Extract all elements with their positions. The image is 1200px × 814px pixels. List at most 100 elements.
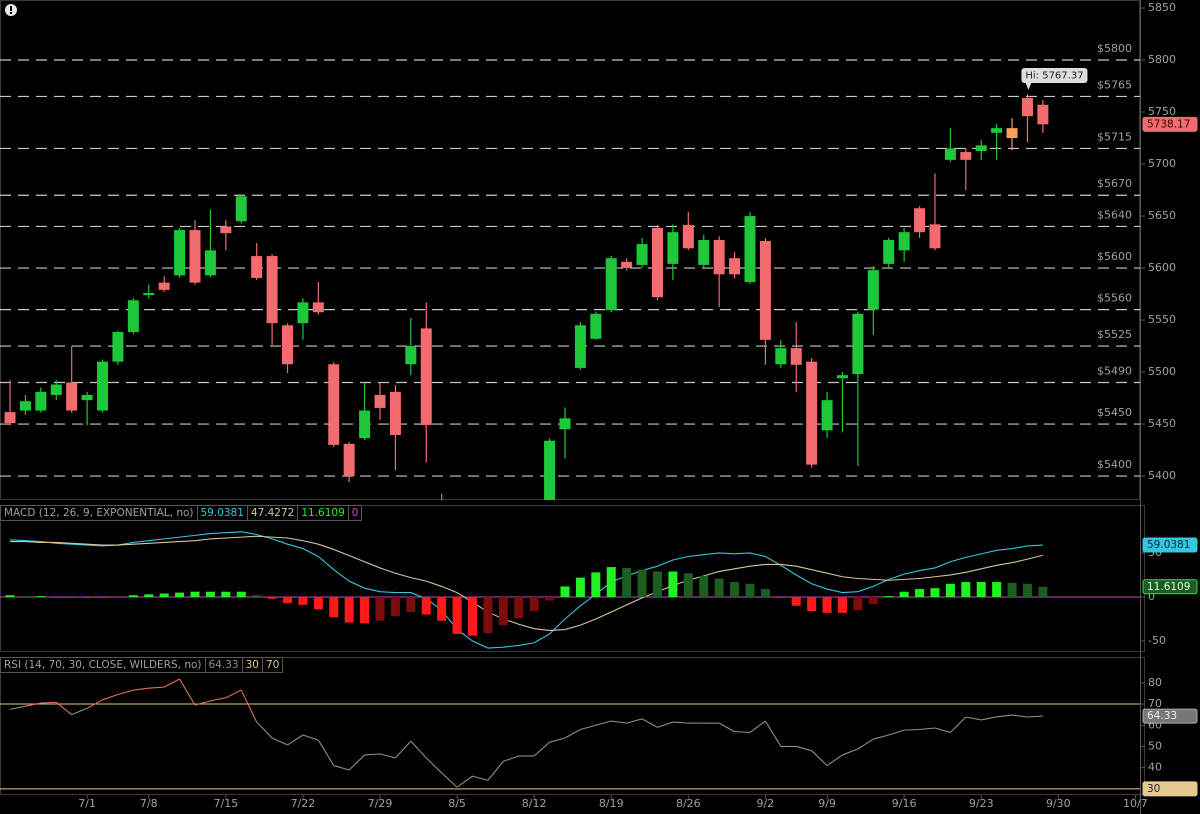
rsi-segment — [641, 718, 658, 728]
level-label: $5490 — [1097, 364, 1132, 377]
macd-diff: 11.6109 — [297, 505, 349, 521]
y-tick-label: 5600 — [1148, 261, 1176, 274]
x-tick-label: 9/16 — [892, 797, 917, 810]
diff-tag-box — [1142, 579, 1198, 595]
y-tick-label: 40 — [1148, 761, 1162, 774]
histogram-bar — [360, 596, 370, 624]
rsi-segment — [919, 727, 936, 731]
histogram-bar — [791, 596, 801, 606]
rsi-segment — [256, 721, 273, 739]
y-tick-label: 50 — [1148, 739, 1162, 752]
histogram-bar — [5, 595, 15, 597]
candle-body — [636, 244, 648, 265]
candle-body — [991, 128, 1003, 133]
candle-body — [405, 346, 417, 365]
histogram-bar — [20, 596, 30, 597]
rsi-marks — [0, 678, 1140, 790]
candle-body — [929, 224, 941, 249]
histogram-bar — [236, 591, 246, 597]
rsi-segment — [873, 734, 889, 740]
candle-body — [266, 256, 278, 324]
histogram-bar — [175, 592, 185, 597]
histogram-bar — [267, 596, 277, 599]
candle-body — [389, 391, 401, 435]
rsi-segment — [934, 727, 951, 733]
last-price-tag: 5738.17 — [1147, 118, 1190, 130]
rsi-segment — [965, 716, 982, 721]
level-label: $5800 — [1097, 42, 1132, 55]
histogram-bar — [190, 591, 200, 597]
histogram-bar — [884, 596, 894, 597]
x-tick-label: 8/26 — [676, 797, 701, 810]
histogram-bar — [1007, 582, 1017, 597]
histogram-bar — [452, 596, 462, 634]
candle-body — [235, 196, 247, 222]
rsi-segment — [672, 721, 689, 724]
y-tick-label: -50 — [1148, 634, 1166, 647]
histogram-bar — [144, 594, 154, 597]
histogram-bar — [283, 596, 293, 604]
macd-tag: 59.0381 — [1147, 539, 1190, 551]
rsi-segment — [949, 716, 967, 733]
candle-body — [729, 258, 741, 275]
histogram-bar — [853, 596, 863, 611]
rsi-segment — [718, 722, 735, 733]
alert-icon[interactable] — [5, 4, 17, 16]
histogram-bar — [868, 596, 878, 605]
histogram-bar — [498, 596, 508, 626]
rsi-segment — [333, 765, 350, 771]
labels: 5400 5450 5500 5550 5600 5650 5700 5750 5800 5850… — [78, 1, 1198, 810]
candle-body — [759, 241, 771, 340]
macd-title: MACD (12, 26, 9, EXPONENTIAL, no) — [0, 505, 198, 521]
candle-body — [174, 230, 186, 276]
rsi-segment — [40, 701, 57, 704]
candle-body — [343, 443, 355, 477]
candle-body — [19, 401, 31, 411]
diff-tag: 11.6109 — [1147, 581, 1190, 593]
candle-body — [574, 325, 586, 368]
rsi-title: RSI (14, 70, 30, CLOSE, WILDERS, no) — [0, 657, 206, 673]
rsi-segment — [472, 775, 489, 781]
y-tick-label: 5450 — [1148, 417, 1176, 430]
candle-body — [821, 400, 833, 431]
level-label: $5600 — [1097, 250, 1132, 263]
candle-body — [420, 328, 432, 426]
y-tick-label: 5650 — [1148, 209, 1176, 222]
histogram-bar — [298, 596, 308, 605]
candle-body — [1021, 97, 1033, 117]
rsi-segment — [25, 702, 41, 707]
candle-body — [975, 145, 987, 152]
candle-body — [251, 256, 263, 278]
price-marks — [0, 59, 1140, 500]
macd-tag-box — [1142, 537, 1198, 553]
candle-body — [220, 226, 232, 234]
histogram-bar — [606, 567, 616, 597]
candle-body — [1006, 128, 1018, 139]
x-tick-label: 8/5 — [448, 797, 466, 810]
candle-body — [744, 216, 756, 283]
candle-body — [944, 148, 956, 160]
rsi-segment — [811, 750, 828, 766]
rsi-header: RSI (14, 70, 30, CLOSE, WILDERS, no) 64.… — [0, 657, 284, 673]
histogram-bar — [36, 596, 46, 597]
histogram-bar — [82, 596, 92, 598]
histogram-bar — [313, 596, 323, 610]
y-tick-label: 5550 — [1148, 313, 1176, 326]
x-tick-label: 9/30 — [1046, 797, 1071, 810]
rsi-segment — [842, 748, 859, 756]
histogram-bar — [1038, 586, 1048, 597]
rsi-segment — [210, 697, 226, 702]
rsi-segment — [904, 728, 920, 731]
histogram-bar — [67, 596, 77, 598]
macd-zero: 0 — [347, 505, 363, 521]
rsi-segment — [194, 700, 211, 706]
y-tick-label: 5750 — [1148, 105, 1176, 118]
rsi-segment — [611, 720, 627, 724]
candle-body — [590, 313, 602, 339]
rsi-segment — [425, 757, 443, 774]
macd-line — [10, 535, 1044, 631]
histogram-bar — [51, 596, 61, 598]
rsi-segment — [1011, 714, 1028, 718]
candle-body — [35, 391, 47, 411]
